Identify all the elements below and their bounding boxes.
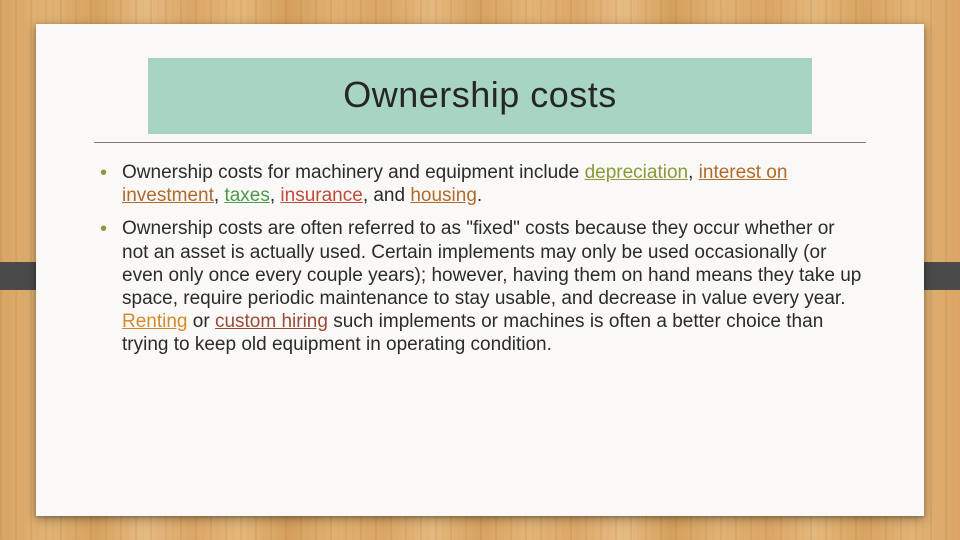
title-box: Ownership costs bbox=[148, 58, 812, 134]
binder-tab-right bbox=[918, 262, 960, 290]
title-underline bbox=[94, 142, 866, 143]
text-run: Ownership costs for machinery and equipm… bbox=[122, 162, 585, 183]
bullet-list: Ownership costs for machinery and equipm… bbox=[94, 161, 866, 356]
text-run: Ownership costs are often referred to as… bbox=[122, 218, 861, 309]
text-run: , bbox=[270, 185, 281, 206]
text-run: , and bbox=[363, 185, 411, 206]
bullet-item: Ownership costs for machinery and equipm… bbox=[122, 161, 866, 207]
slide-card: Ownership costs Ownership costs for mach… bbox=[36, 24, 924, 516]
text-run: housing bbox=[410, 185, 477, 206]
text-run: depreciation bbox=[585, 162, 689, 183]
text-run: , bbox=[214, 185, 225, 206]
text-run: or bbox=[188, 311, 215, 332]
bullet-item: Ownership costs are often referred to as… bbox=[122, 217, 866, 356]
slide-title: Ownership costs bbox=[158, 74, 802, 116]
text-run: , bbox=[688, 162, 699, 183]
text-run: Renting bbox=[122, 311, 188, 332]
text-run: custom hiring bbox=[215, 311, 328, 332]
text-run: taxes bbox=[224, 185, 269, 206]
text-run: insurance bbox=[280, 185, 362, 206]
text-run: . bbox=[477, 185, 482, 206]
